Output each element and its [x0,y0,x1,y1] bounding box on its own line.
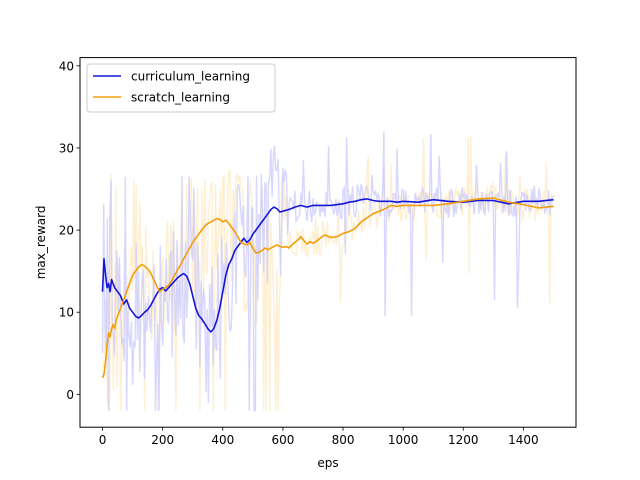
y-tick-label: 40 [59,59,74,73]
y-axis: 0 10 20 30 40 [59,59,80,402]
raw-trace [101,131,555,412]
plot-frame [79,57,577,428]
x-tick-label: 200 [151,433,174,447]
x-tick-label: 1000 [388,433,419,447]
x-tick-label: 600 [271,433,294,447]
x-tick-label: 0 [99,433,107,447]
x-axis-label: eps [317,456,338,470]
legend-label-scratch: scratch_learning [131,91,230,105]
y-tick-label: 0 [66,388,74,402]
y-tick-label: 30 [59,141,74,155]
legend-box [86,63,276,113]
legend: curriculum_learning scratch_learning [86,63,276,113]
x-axis: 0 200 400 600 800 1000 1200 1400 [99,427,539,447]
x-tick-label: 1200 [448,433,479,447]
x-tick-label: 1400 [508,433,539,447]
y-tick-label: 10 [59,306,74,320]
series-line-scratch_learning [101,197,554,379]
y-tick-label: 20 [59,224,74,238]
series-line-curriculum_learning [101,198,554,333]
series-layer [101,197,554,379]
y-axis-label: max_reward [34,206,48,280]
legend-label-curriculum: curriculum_learning [131,70,250,84]
x-tick-label: 800 [332,433,355,447]
x-tick-label: 400 [211,433,234,447]
